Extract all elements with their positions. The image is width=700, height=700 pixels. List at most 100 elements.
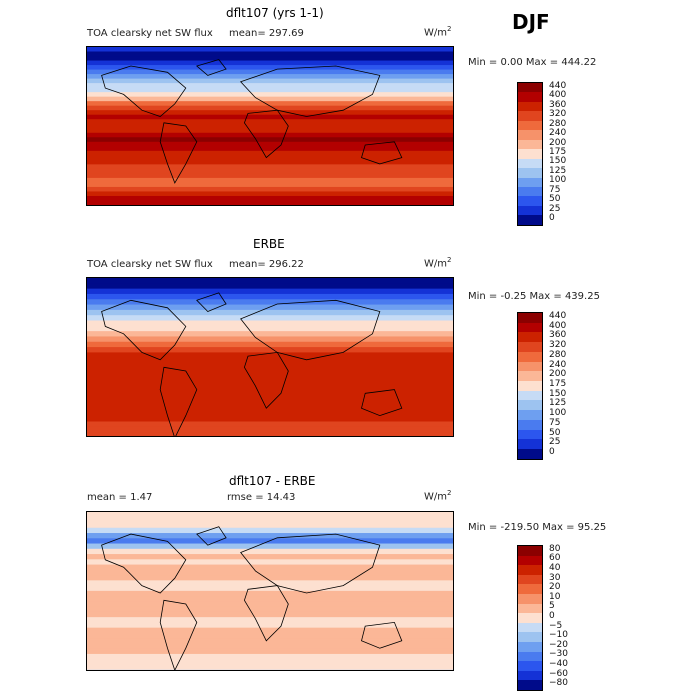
zonal-band (87, 368, 453, 375)
zonal-band (87, 320, 453, 327)
colorbar-tick-label: −20 (549, 639, 568, 650)
colorbar-swatch (518, 371, 542, 382)
zonal-band (87, 293, 453, 300)
coastline (159, 122, 198, 184)
colorbar-tick-label: 75 (549, 417, 561, 428)
zonal-band (87, 341, 453, 348)
zonal-band (87, 569, 453, 576)
coastline (196, 526, 227, 546)
panel2-map (86, 277, 454, 437)
colorbar-tick-label: 175 (549, 147, 567, 157)
zonal-band (87, 585, 453, 592)
zonal-band (87, 533, 453, 539)
colorbar-tick-label: 150 (549, 388, 567, 399)
panel1-minmax: Min = 0.00 Max = 444.22 (468, 57, 597, 68)
zonal-band (87, 522, 453, 529)
colorbar-tick-label: 25 (549, 203, 561, 214)
zonal-band (87, 378, 453, 385)
coastline (101, 533, 187, 594)
colorbar-tick-label: 0 (549, 213, 555, 224)
colorbar-tick-label: 80 (549, 543, 561, 554)
zonal-band (87, 363, 453, 369)
zonal-band (87, 159, 453, 165)
colorbar-tick-label: 0 (549, 447, 555, 458)
zonal-band (87, 186, 453, 193)
zonal-band (87, 580, 453, 587)
colorbar-tick-label: 240 (549, 359, 567, 370)
colorbar-swatch (518, 593, 542, 604)
zonal-band (87, 83, 453, 89)
zonal-band (87, 168, 453, 174)
coastline (196, 292, 227, 312)
colorbar-swatch (518, 332, 542, 343)
zonal-band (87, 622, 453, 629)
coastline (240, 533, 381, 594)
zonal-band (87, 56, 453, 62)
zonal-band (87, 400, 453, 407)
zonal-band (87, 87, 453, 93)
coastline (361, 389, 403, 417)
colorbar-tick-label: 0 (549, 611, 555, 621)
zonal-band (87, 123, 453, 129)
zonal-band (87, 648, 453, 655)
colorbar-tick-label: 60 (549, 553, 561, 564)
zonal-band (87, 664, 453, 670)
colorbar-tick-label: −10 (549, 630, 568, 641)
zonal-band (87, 543, 453, 550)
coastline (361, 621, 403, 649)
panel2-minmax: Min = -0.25 Max = 439.25 (468, 291, 600, 302)
zonal-band (87, 389, 453, 396)
zonal-band (87, 60, 453, 66)
zonal-band (87, 309, 453, 316)
colorbar-swatch (518, 546, 542, 556)
colorbar-swatch (518, 680, 542, 690)
colorbar-swatch (518, 101, 542, 112)
zonal-band (87, 128, 453, 134)
colorbar-swatch (518, 390, 542, 401)
panel1-title: dflt107 (yrs 1-1) (226, 6, 324, 20)
coastline (159, 366, 198, 436)
zonal-band (87, 659, 453, 666)
colorbar-swatch (518, 111, 542, 121)
zonal-band (87, 638, 453, 645)
panel2-units: W/m2 (424, 256, 452, 270)
panel2-field-label: TOA clearsky net SW flux (87, 259, 213, 270)
coastline (243, 109, 289, 159)
colorbar-swatch (518, 400, 542, 411)
panel3-map-svg (87, 512, 453, 670)
zonal-band (87, 352, 453, 359)
panel1-map-svg (87, 47, 453, 205)
coastline (101, 65, 187, 117)
coastline (240, 299, 381, 361)
panel2-mean: mean= 296.22 (229, 259, 304, 270)
zonal-band (87, 331, 453, 338)
colorbar-swatch (518, 381, 542, 391)
zonal-band (87, 517, 453, 524)
colorbar-tick-label: −40 (549, 659, 568, 669)
panel3-rmse: rmse = 14.43 (227, 492, 296, 503)
colorbar-tick-label: 25 (549, 437, 561, 448)
zonal-band (87, 101, 453, 107)
panel3-minmax: Min = -219.50 Max = 95.25 (468, 522, 607, 533)
coastline (101, 299, 187, 361)
zonal-band (87, 110, 453, 116)
coastline (239, 65, 381, 117)
colorbar-swatch (518, 622, 542, 633)
colorbar-swatch (518, 555, 542, 566)
zonal-band (87, 200, 453, 205)
zonal-band (87, 421, 453, 428)
colorbar-swatch (518, 149, 542, 159)
zonal-band (87, 384, 453, 391)
zonal-band (87, 150, 453, 156)
colorbar-swatch (518, 361, 542, 372)
colorbar-tick-label: 360 (549, 99, 567, 110)
colorbar-swatch (518, 215, 542, 225)
colorbar-swatch (518, 661, 542, 671)
colorbar-tick-label: 440 (549, 310, 567, 321)
zonal-band (87, 182, 453, 188)
colorbar-swatch (518, 351, 542, 362)
colorbar-swatch (518, 92, 542, 102)
zonal-band (87, 405, 453, 412)
zonal-band (87, 173, 453, 179)
zonal-band (87, 564, 453, 571)
